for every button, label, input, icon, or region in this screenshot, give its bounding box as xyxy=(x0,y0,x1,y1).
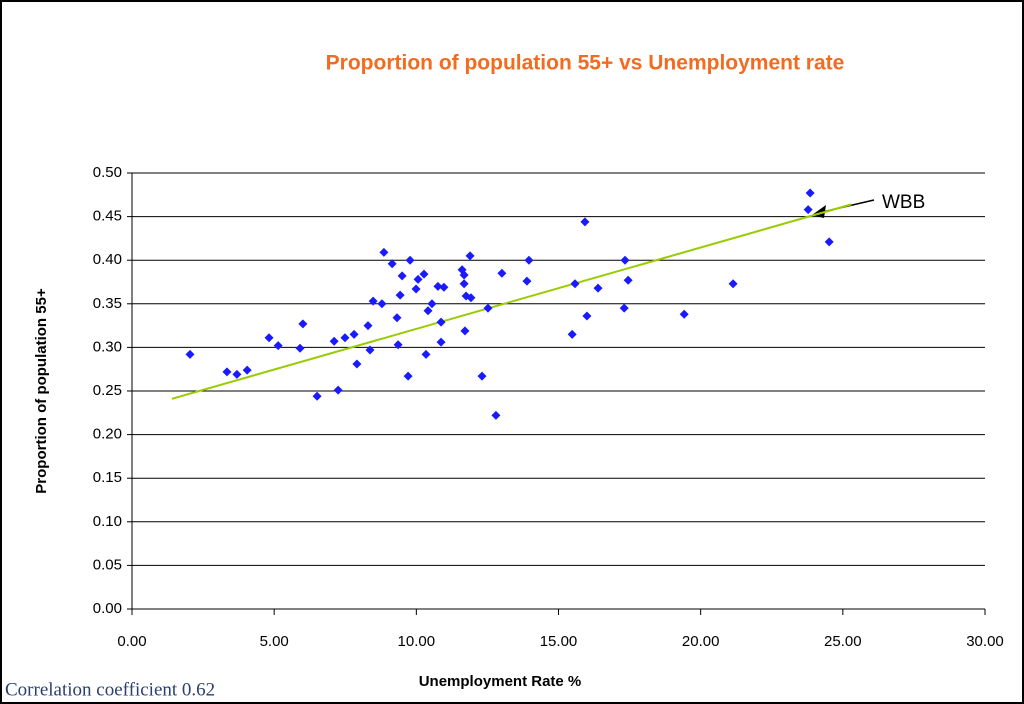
point xyxy=(423,306,433,316)
point xyxy=(419,269,429,279)
x-tick-label: 15.00 xyxy=(540,633,578,650)
y-tick-label: 0.50 xyxy=(93,164,122,181)
point xyxy=(570,279,580,289)
point xyxy=(522,276,532,286)
point xyxy=(679,309,689,319)
point xyxy=(405,255,415,265)
point xyxy=(403,371,413,381)
point xyxy=(567,329,577,339)
point xyxy=(379,247,389,257)
point xyxy=(491,410,501,420)
annotation: WBB xyxy=(882,192,925,213)
point xyxy=(483,303,493,313)
y-tick-label: 0.20 xyxy=(93,426,122,443)
point xyxy=(387,259,397,269)
point xyxy=(264,333,274,343)
point xyxy=(185,349,195,359)
point xyxy=(368,296,378,306)
y-tick-label: 0.15 xyxy=(93,469,122,486)
point xyxy=(824,237,834,247)
x-tick-label: 20.00 xyxy=(682,633,720,650)
point xyxy=(232,369,242,379)
y-tick-label: 0.25 xyxy=(93,382,122,399)
point xyxy=(333,385,343,395)
point xyxy=(392,313,402,323)
x-tick-label: 30.00 xyxy=(966,633,1004,650)
point xyxy=(623,275,633,285)
point xyxy=(395,290,405,300)
y-tick-label: 0.05 xyxy=(93,556,122,573)
point xyxy=(222,367,232,377)
point xyxy=(295,343,305,353)
y-tick-label: 0.40 xyxy=(93,251,122,268)
y-tick-label: 0.35 xyxy=(93,295,122,312)
point xyxy=(298,319,308,329)
point xyxy=(466,293,476,303)
point xyxy=(465,251,475,261)
y-tick-label: 0.00 xyxy=(93,600,122,617)
point xyxy=(805,188,815,198)
point xyxy=(365,345,375,355)
point xyxy=(619,303,629,313)
point xyxy=(411,284,421,294)
point xyxy=(620,255,630,265)
point xyxy=(803,205,813,215)
point xyxy=(436,317,446,327)
point xyxy=(397,271,407,281)
point xyxy=(352,359,362,369)
point xyxy=(580,217,590,227)
point xyxy=(593,283,603,293)
point xyxy=(273,341,283,351)
y-tick-label: 0.30 xyxy=(93,338,122,355)
point xyxy=(459,279,469,289)
x-tick-label: 5.00 xyxy=(260,633,289,650)
point xyxy=(433,281,443,291)
x-axis-label: Unemployment Rate % xyxy=(419,673,582,690)
point xyxy=(497,268,507,278)
point xyxy=(329,336,339,346)
point xyxy=(436,337,446,347)
point xyxy=(413,274,423,284)
point xyxy=(524,255,534,265)
x-tick-label: 25.00 xyxy=(824,633,862,650)
point xyxy=(460,326,470,336)
point xyxy=(439,282,449,292)
point xyxy=(349,329,359,339)
note: Correlation coefficient 0.62 xyxy=(5,679,215,700)
point xyxy=(427,299,437,309)
point xyxy=(728,279,738,289)
x-tick-label: 0.00 xyxy=(117,633,146,650)
y-tick-label: 0.10 xyxy=(93,513,122,530)
point xyxy=(459,270,469,280)
point xyxy=(377,299,387,309)
x-tick-label: 10.00 xyxy=(398,633,436,650)
chart-title: Proportion of population 55+ vs Unemploy… xyxy=(326,52,845,75)
point xyxy=(312,391,322,401)
point xyxy=(363,321,373,331)
point xyxy=(477,371,487,381)
y-axis-label: Proportion of population 55+ xyxy=(33,288,50,494)
point xyxy=(242,365,252,375)
point xyxy=(393,340,403,350)
y-tick-label: 0.45 xyxy=(93,208,122,225)
point xyxy=(582,311,592,321)
point xyxy=(421,349,431,359)
point xyxy=(340,333,350,343)
trendline xyxy=(171,203,852,400)
